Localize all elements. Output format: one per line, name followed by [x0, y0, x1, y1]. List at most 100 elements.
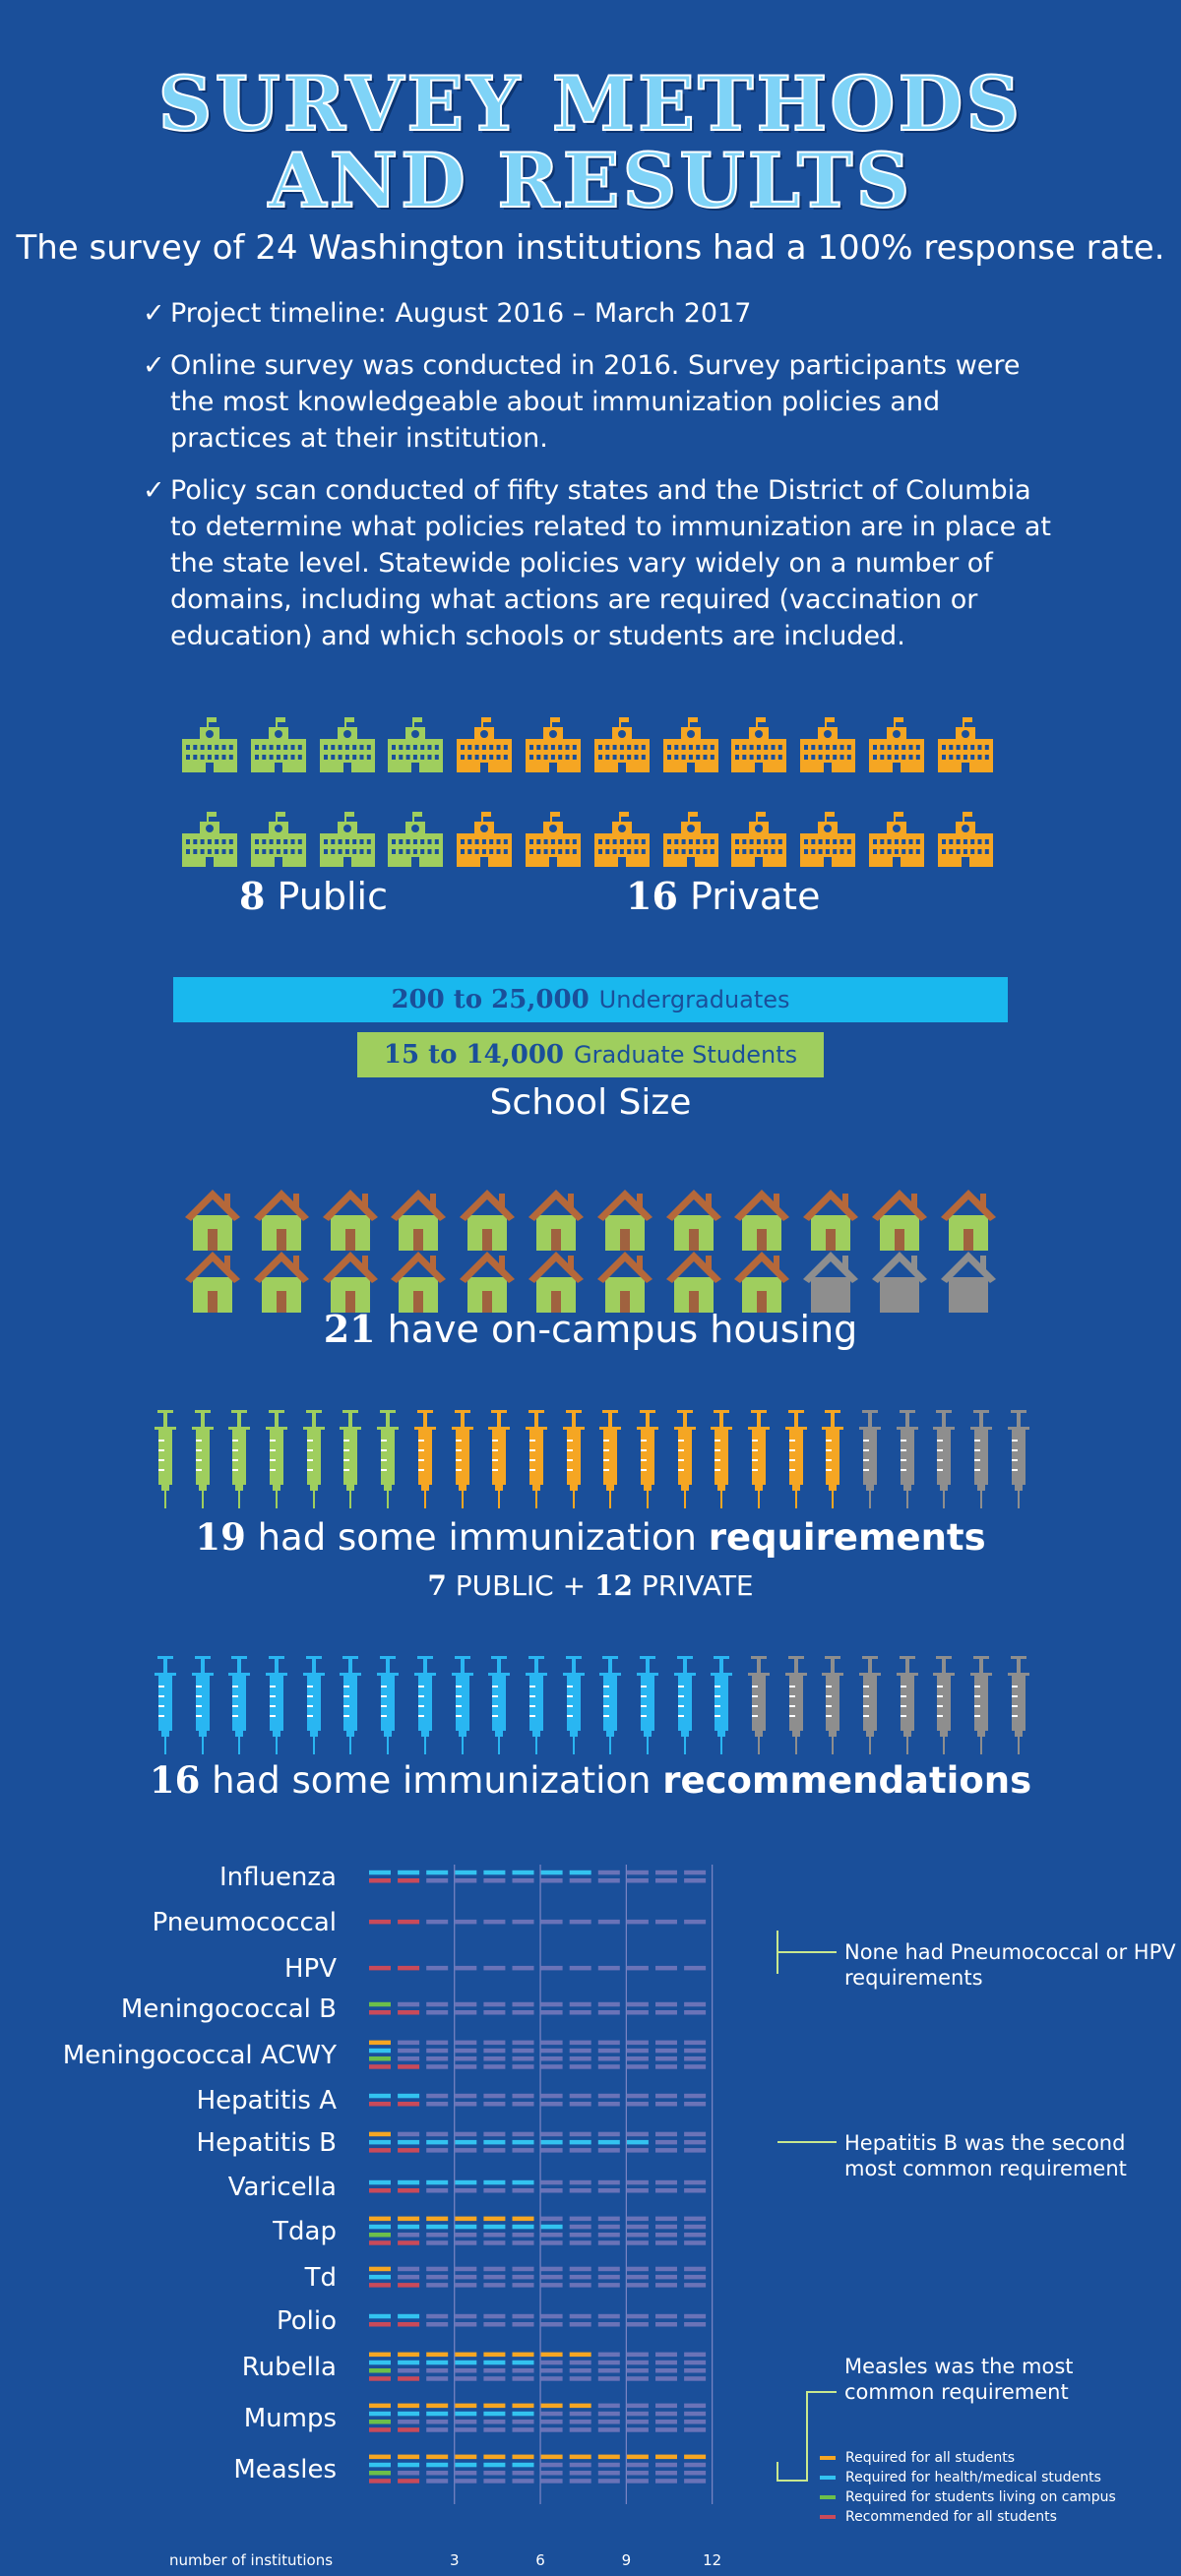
- empty-segment: [626, 2411, 649, 2417]
- empty-segment: [569, 2322, 591, 2327]
- empty-segment: [684, 2266, 707, 2272]
- empty-segment: [597, 2148, 620, 2153]
- bar-segment: [369, 2010, 391, 2015]
- empty-segment: [540, 1965, 563, 1971]
- empty-segment: [655, 1878, 677, 1883]
- empty-segment: [684, 2471, 707, 2476]
- bar-segment: [369, 2040, 391, 2046]
- bar-segment: [512, 2139, 534, 2145]
- empty-segment: [398, 2131, 420, 2137]
- empty-segment: [483, 2233, 506, 2238]
- empty-segment: [455, 2048, 477, 2054]
- empty-segment: [483, 2001, 506, 2007]
- syringe-icon: [781, 1410, 811, 1508]
- empty-segment: [569, 1919, 591, 1925]
- empty-segment: [483, 2010, 506, 2015]
- house-icon: [389, 1188, 448, 1253]
- empty-segment: [483, 2313, 506, 2319]
- empty-segment: [597, 2403, 620, 2409]
- empty-segment: [655, 2274, 677, 2280]
- page-title-line2: AND RESULTS: [268, 137, 913, 224]
- empty-segment: [684, 2313, 707, 2319]
- syringe-icon: [410, 1410, 440, 1508]
- empty-segment: [455, 2479, 477, 2484]
- empty-segment: [455, 2093, 477, 2099]
- requirements-stat: 19 had some immunization requirements: [195, 1515, 986, 1559]
- empty-segment: [655, 2139, 677, 2145]
- bar-segment: [398, 2139, 420, 2145]
- house-icon: [939, 1188, 998, 1253]
- bar-segment: [512, 2403, 534, 2409]
- empty-segment: [512, 1878, 534, 1883]
- empty-segment: [626, 2360, 649, 2365]
- empty-segment: [597, 2010, 620, 2015]
- empty-segment: [455, 2368, 477, 2373]
- empty-segment: [655, 2322, 677, 2327]
- syringe-icon: [336, 1410, 365, 1508]
- empty-segment: [483, 2048, 506, 2054]
- empty-segment: [540, 2001, 563, 2007]
- empty-segment: [455, 1878, 477, 1883]
- empty-segment: [540, 2420, 563, 2424]
- bar-segment: [569, 2139, 591, 2145]
- empty-segment: [626, 2148, 649, 2153]
- bar-segment: [569, 2403, 591, 2409]
- empty-segment: [597, 2102, 620, 2107]
- empty-segment: [569, 2240, 591, 2245]
- empty-segment: [426, 2313, 449, 2319]
- empty-segment: [455, 2322, 477, 2327]
- empty-segment: [512, 1965, 534, 1971]
- legend-swatch: [820, 2495, 836, 2499]
- empty-segment: [569, 2188, 591, 2193]
- empty-segment: [540, 1878, 563, 1883]
- school-icon: [386, 810, 445, 869]
- empty-segment: [626, 1870, 649, 1875]
- empty-segment: [426, 2040, 449, 2046]
- empty-segment: [684, 2411, 707, 2417]
- empty-segment: [540, 2064, 563, 2069]
- empty-segment: [569, 2179, 591, 2185]
- empty-segment: [540, 2216, 563, 2222]
- syringe-icon: [893, 1656, 922, 1754]
- school-icon: [936, 715, 995, 774]
- bar-segment: [369, 2188, 391, 2193]
- empty-segment: [684, 2056, 707, 2061]
- vaccine-label: Mumps: [243, 2404, 337, 2433]
- bar-segment: [483, 2139, 506, 2145]
- school-icon: [729, 810, 788, 869]
- empty-segment: [540, 2179, 563, 2185]
- empty-segment: [655, 2048, 677, 2054]
- empty-segment: [426, 2010, 449, 2015]
- empty-segment: [455, 2420, 477, 2424]
- syringe-icon: [522, 1410, 551, 1508]
- syringe-icon: [373, 1410, 403, 1508]
- empty-segment: [540, 1919, 563, 1925]
- empty-segment: [455, 2240, 477, 2245]
- empty-segment: [626, 1965, 649, 1971]
- empty-segment: [483, 2274, 506, 2280]
- empty-segment: [483, 2283, 506, 2288]
- bar-segment: [597, 2454, 620, 2460]
- empty-segment: [483, 2240, 506, 2245]
- empty-segment: [512, 2479, 534, 2484]
- syringe-icon: [224, 1410, 254, 1508]
- house-icon: [595, 1250, 654, 1315]
- syringe-icon: [373, 1656, 403, 1754]
- legend-item: Required for all students: [820, 2448, 1116, 2468]
- syringe-icon: [818, 1656, 847, 1754]
- empty-segment: [540, 2322, 563, 2327]
- empty-segment: [684, 2240, 707, 2245]
- school-size-heading: School Size: [489, 1082, 692, 1123]
- empty-segment: [512, 2283, 534, 2288]
- empty-segment: [426, 2093, 449, 2099]
- syringe-icon: [893, 1410, 922, 1508]
- empty-segment: [426, 2131, 449, 2137]
- empty-segment: [684, 1878, 707, 1883]
- empty-segment: [426, 2064, 449, 2069]
- bar-segment: [684, 2454, 707, 2460]
- empty-segment: [655, 2056, 677, 2061]
- empty-segment: [569, 2462, 591, 2468]
- bar-segment: [455, 1870, 477, 1875]
- school-icon: [524, 810, 583, 869]
- empty-segment: [569, 2376, 591, 2381]
